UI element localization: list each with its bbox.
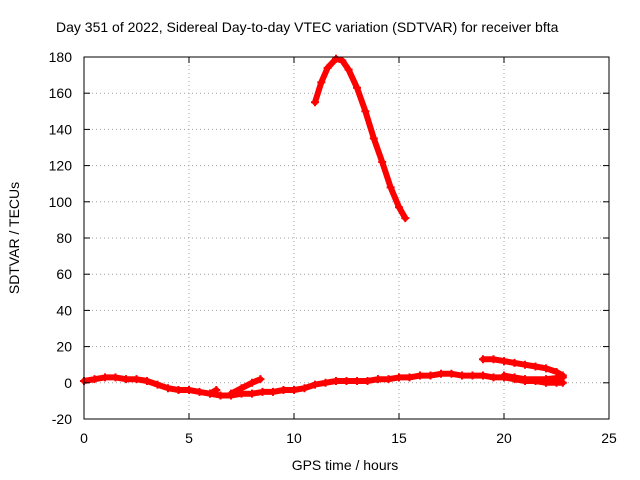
data-point (143, 376, 151, 385)
y-axis-title: SDTVAR / TECUs (6, 182, 22, 294)
data-point (500, 357, 508, 366)
data-point (269, 387, 277, 396)
y-tick-label: 120 (49, 158, 73, 174)
data-point (363, 376, 372, 385)
data-point (405, 373, 414, 382)
data-point (101, 373, 109, 382)
data-point (468, 371, 477, 380)
chart-title: Day 351 of 2022, Sidereal Day-to-day VTE… (56, 19, 559, 35)
x-tick-label: 15 (391, 430, 407, 446)
data-point (321, 378, 330, 387)
data-point (369, 134, 378, 143)
series-segment-late (480, 356, 566, 379)
data-point (338, 56, 347, 65)
data-point (353, 83, 361, 92)
data-point (510, 358, 519, 367)
data-point (332, 376, 340, 385)
y-tick-label: 40 (56, 302, 72, 318)
x-tick-label: 25 (601, 430, 617, 446)
data-point (122, 375, 130, 384)
data-point (458, 371, 466, 380)
data-point (542, 364, 550, 373)
data-point (384, 375, 393, 384)
data-point (542, 375, 550, 384)
data-point (279, 386, 288, 395)
data-point (489, 355, 498, 364)
data-point (437, 369, 445, 378)
data-point (447, 369, 456, 378)
data-point (248, 378, 256, 387)
data-point (248, 389, 256, 398)
data-point (90, 375, 99, 384)
data-point (531, 362, 540, 371)
y-tick-label: 80 (56, 230, 72, 246)
data-point (332, 54, 340, 63)
grid (84, 57, 609, 419)
data-point (311, 380, 319, 389)
series-spur-8h (228, 376, 264, 397)
x-axis-title: GPS time / hours (292, 457, 399, 473)
data-point (500, 371, 508, 380)
y-tick-label: 20 (56, 339, 72, 355)
data-point (479, 371, 487, 380)
y-tick-label: 180 (49, 49, 73, 65)
data-point (374, 375, 382, 384)
data-point (521, 375, 529, 384)
data-point (361, 107, 370, 116)
x-tick-label: 20 (496, 430, 512, 446)
data-point (290, 386, 298, 395)
data-point (426, 371, 435, 380)
data-point (237, 384, 246, 393)
data-point (323, 63, 332, 72)
data-point (416, 371, 424, 380)
data-point (212, 386, 221, 395)
data-point (185, 386, 193, 395)
data-point (344, 65, 353, 74)
x-tick-label: 5 (185, 430, 193, 446)
data-point (386, 183, 395, 192)
data-point (174, 386, 183, 395)
data-point (552, 367, 561, 376)
data-point (521, 360, 529, 369)
data-point (216, 391, 225, 400)
series-arc-high (312, 55, 409, 222)
y-tick-label: 160 (49, 85, 73, 101)
y-tick-label: 60 (56, 266, 72, 282)
axis-ticks: 0 5 10 15 20 25 -20 0 20 40 60 80 100 120 140 160 180 (49, 49, 617, 446)
data-point (195, 387, 204, 396)
data-point (227, 389, 235, 398)
data-point (164, 384, 172, 393)
data-point (489, 373, 498, 382)
data-point (258, 387, 267, 396)
data-point (153, 380, 162, 389)
y-tick-label: -20 (52, 411, 72, 427)
x-tick-label: 0 (80, 430, 88, 446)
data-point (510, 373, 519, 382)
y-tick-label: 140 (49, 121, 73, 137)
x-tick-label: 10 (286, 430, 302, 446)
y-tick-label: 100 (49, 194, 73, 210)
series-layer (80, 54, 567, 400)
data-point (558, 373, 567, 382)
data-point (342, 376, 351, 385)
data-point (395, 203, 403, 212)
data-point (317, 78, 326, 87)
data-point (395, 373, 403, 382)
data-point (300, 384, 309, 393)
data-point (111, 373, 120, 382)
data-point (132, 375, 141, 384)
data-point (256, 375, 265, 384)
y-tick-label: 0 (64, 375, 72, 391)
data-point (206, 389, 214, 398)
data-point (353, 376, 361, 385)
data-point (378, 157, 387, 166)
data-point (401, 214, 410, 223)
data-point (479, 355, 487, 364)
data-point (311, 98, 319, 107)
